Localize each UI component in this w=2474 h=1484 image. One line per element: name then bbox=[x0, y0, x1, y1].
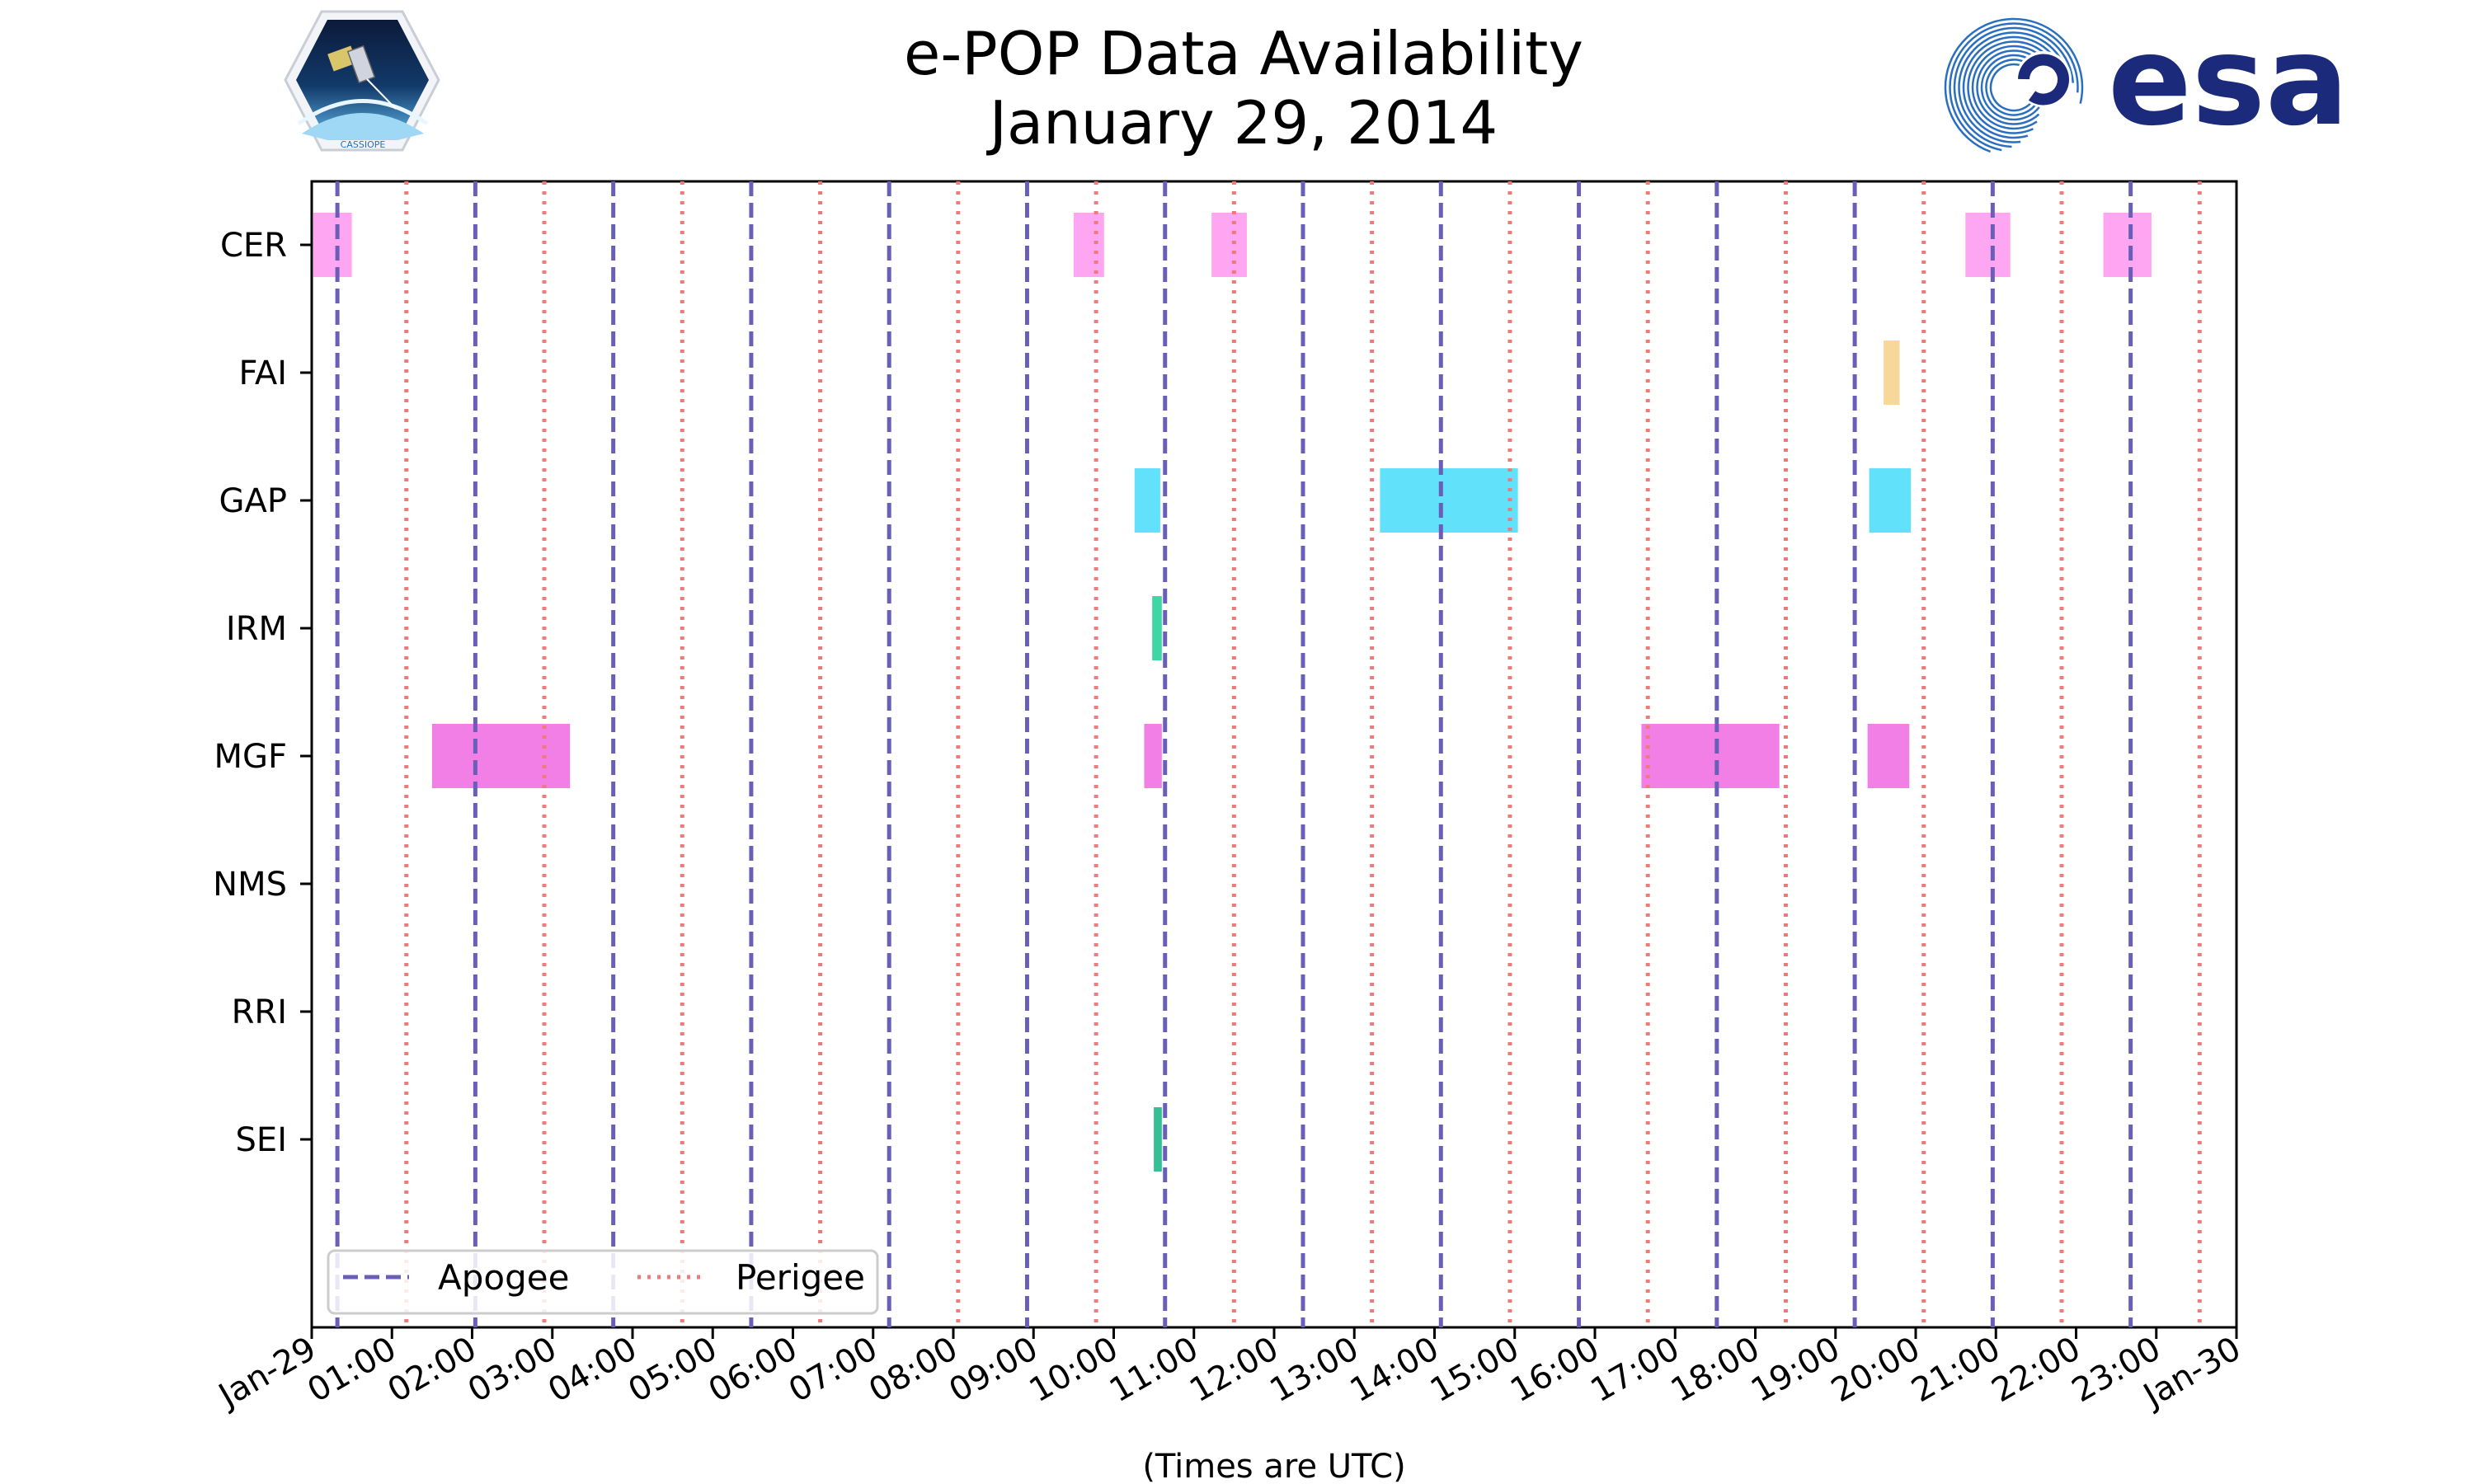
y-tick-label: RRI bbox=[232, 993, 287, 1031]
x-tick-label: 22:00 bbox=[1986, 1330, 2087, 1410]
chart-subtitle: January 29, 2014 bbox=[986, 88, 1498, 157]
bar-gap bbox=[1134, 468, 1160, 533]
esa-swirl-icon bbox=[1944, 17, 2084, 157]
x-tick-label: 12:00 bbox=[1183, 1330, 1285, 1410]
y-tick-label: MGF bbox=[214, 738, 287, 776]
x-tick-label: 11:00 bbox=[1103, 1330, 1205, 1410]
cassiope-caption: CASSIOPE bbox=[341, 139, 386, 150]
bar-fai bbox=[1884, 340, 1900, 405]
x-tick-label: 15:00 bbox=[1424, 1330, 1526, 1410]
bar-cer bbox=[313, 213, 352, 277]
esa-swirl-e bbox=[2018, 54, 2069, 106]
bar-mgf bbox=[1867, 724, 1910, 788]
x-axis-label: (Times are UTC) bbox=[1142, 1448, 1405, 1484]
bar-cer bbox=[1073, 213, 1104, 277]
x-tick-label: 04:00 bbox=[542, 1330, 643, 1410]
bar-sei bbox=[1154, 1107, 1162, 1172]
x-tick-label: 21:00 bbox=[1905, 1330, 2006, 1410]
x-tick-label: 18:00 bbox=[1665, 1330, 1766, 1410]
cassiope-logo: CASSIOPE bbox=[284, 10, 440, 152]
esa-swirl-arc bbox=[1944, 17, 2084, 157]
esa-swirl-arc bbox=[1976, 49, 2052, 125]
bar-cer bbox=[2103, 213, 2152, 277]
bar-mgf bbox=[431, 724, 571, 788]
x-tick-label: 03:00 bbox=[462, 1330, 563, 1410]
x-tick-label: 14:00 bbox=[1344, 1330, 1446, 1410]
plot-area: CER FAI GAP IRM MGF NMS RRI SEI Jan-2901:0002:0… bbox=[210, 180, 2247, 1416]
y-tick-label: FAI bbox=[239, 355, 288, 392]
x-tick-label: 13:00 bbox=[1263, 1330, 1365, 1410]
bar-irm bbox=[1152, 596, 1162, 660]
bar-mgf bbox=[1641, 724, 1780, 788]
plot-frame bbox=[310, 180, 2238, 1329]
esa-wordmark: esa bbox=[2108, 10, 2349, 153]
y-tick-label: CER bbox=[220, 227, 287, 265]
legend: Apogee Perigee bbox=[327, 1249, 879, 1315]
x-tick-label: 16:00 bbox=[1504, 1330, 1606, 1410]
x-tick-label: 10:00 bbox=[1023, 1330, 1125, 1410]
legend-box bbox=[327, 1249, 879, 1315]
esa-swirl-arc bbox=[1958, 31, 2070, 143]
x-tick-label: 20:00 bbox=[1825, 1330, 1926, 1410]
x-tick-label: 02:00 bbox=[382, 1330, 483, 1410]
bar-gap bbox=[1869, 468, 1912, 533]
x-tick-label: 05:00 bbox=[622, 1330, 723, 1410]
x-tick-label: 07:00 bbox=[783, 1330, 884, 1410]
x-tick-label: 06:00 bbox=[703, 1330, 804, 1410]
chart-title: e-POP Data Availability bbox=[904, 19, 1583, 88]
y-tick-label: SEI bbox=[236, 1121, 287, 1159]
y-tick-label: NMS bbox=[213, 866, 287, 904]
x-tick-label: Jan-29 bbox=[210, 1330, 322, 1416]
legend-perigee-label: Perigee bbox=[736, 1257, 865, 1298]
esa-swirl-arc bbox=[1980, 54, 2048, 121]
bar-cer bbox=[1211, 213, 1247, 277]
x-tick-label: 19:00 bbox=[1745, 1330, 1846, 1410]
x-tick-label: 17:00 bbox=[1584, 1330, 1686, 1410]
x-tick-label: 08:00 bbox=[863, 1330, 964, 1410]
legend-apogee-label: Apogee bbox=[438, 1257, 569, 1298]
bar-gap bbox=[1380, 468, 1518, 533]
esa-logo: esa bbox=[1944, 10, 2349, 157]
bar-cer bbox=[1965, 213, 2011, 277]
y-tick-label: IRM bbox=[226, 610, 287, 648]
y-tick-label: GAP bbox=[219, 482, 287, 520]
x-tick-label: 01:00 bbox=[301, 1330, 402, 1410]
bar-mgf bbox=[1144, 724, 1162, 788]
x-tick-label: 09:00 bbox=[943, 1330, 1044, 1410]
satellite-icon bbox=[327, 45, 397, 110]
